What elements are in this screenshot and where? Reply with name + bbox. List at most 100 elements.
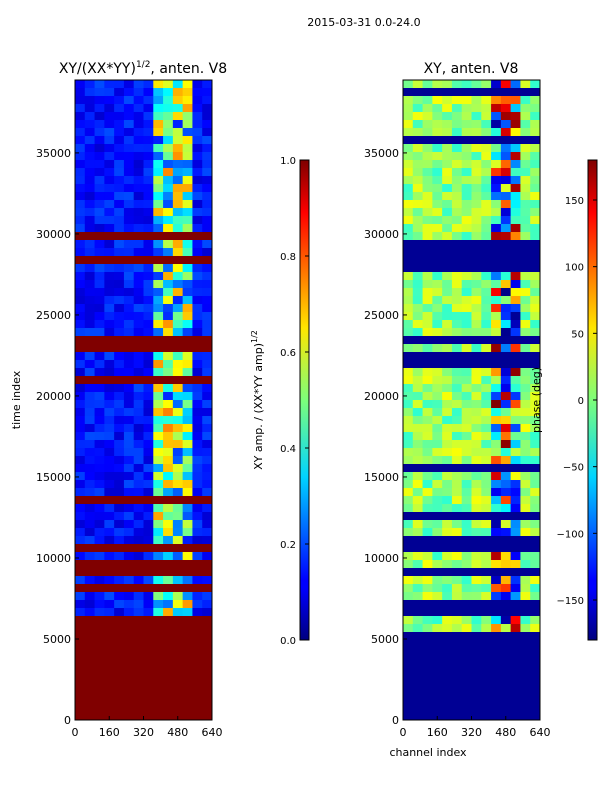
amp-cell: [123, 600, 135, 609]
phase-cell: [442, 176, 453, 185]
amp-cell: [104, 272, 115, 281]
amp-cell: [163, 512, 174, 521]
phase-cell: [403, 504, 414, 513]
phase-cell: [500, 256, 512, 265]
phase-cell: [491, 536, 502, 545]
phase-cell: [412, 296, 424, 305]
amp-cell: [182, 160, 193, 169]
phase-cell: [403, 168, 414, 177]
amp-cell: [143, 584, 154, 593]
amp-colorbar-gradient: [299, 159, 310, 641]
amp-cell: [133, 128, 144, 137]
amp-cell: [133, 680, 144, 689]
phase-cell: [403, 384, 414, 393]
phase-cell: [520, 576, 531, 585]
phase-cell: [432, 664, 443, 673]
phase-cell: [510, 552, 521, 561]
phase-cell: [432, 576, 443, 585]
phase-cell: [530, 296, 541, 305]
phase-cell: [491, 696, 502, 705]
phase-cell: [403, 448, 414, 457]
phase-cell: [481, 120, 492, 129]
y-tick-label: 35000: [364, 147, 399, 160]
phase-cell: [471, 640, 482, 649]
amp-cell: [75, 472, 86, 481]
phase-cell: [500, 456, 512, 465]
phase-cell: [432, 112, 443, 121]
phase-cell: [510, 480, 521, 489]
phase-cell: [530, 664, 541, 673]
phase-cell: [432, 376, 443, 385]
amp-cell: [163, 112, 174, 121]
phase-cell: [491, 680, 502, 689]
phase-cell: [432, 152, 443, 161]
phase-cell: [442, 256, 453, 265]
amp-cell: [123, 128, 135, 137]
amp-cell: [182, 304, 193, 313]
phase-cell: [403, 200, 414, 209]
amp-cell: [94, 128, 105, 137]
amp-cell: [163, 680, 174, 689]
amp-cell: [153, 80, 164, 89]
amp-cell: [153, 568, 164, 577]
phase-cell: [520, 320, 531, 329]
amp-cell: [84, 552, 96, 561]
phase-cell: [461, 496, 472, 505]
phase-cell: [442, 448, 453, 457]
amp-cell: [182, 664, 193, 673]
amp-cell: [75, 304, 86, 313]
amp-cell: [192, 472, 203, 481]
amp-cell: [143, 560, 154, 569]
phase-cell: [481, 472, 492, 481]
amp-cell: [163, 648, 174, 657]
amp-cell: [84, 160, 96, 169]
amp-cell: [133, 96, 144, 105]
amp-cell: [143, 672, 154, 681]
phase-cell: [510, 440, 521, 449]
amp-cell: [202, 400, 213, 409]
phase-cell: [530, 424, 541, 433]
phase-cell: [491, 136, 502, 145]
phase-cell: [461, 688, 472, 697]
amp-cell: [192, 392, 203, 401]
phase-axes: 0 160 320 480 640050001000015000200002500030…: [364, 147, 551, 739]
amp-cell: [192, 288, 203, 297]
phase-cell: [461, 368, 472, 377]
phase-cell: [481, 112, 492, 121]
phase-cell: [520, 176, 531, 185]
phase-cell: [403, 408, 414, 417]
amp-cell: [182, 320, 193, 329]
phase-cell: [412, 272, 424, 281]
phase-cell: [412, 712, 424, 721]
amp-cell: [84, 520, 96, 529]
phase-cell: [491, 352, 502, 361]
phase-cell: [422, 400, 433, 409]
amp-cell: [94, 336, 105, 345]
amp-cell: [172, 152, 184, 161]
phase-cell: [510, 304, 521, 313]
phase-cell: [520, 272, 531, 281]
phase-cell: [471, 320, 482, 329]
phase-cell: [520, 688, 531, 697]
phase-cell: [491, 520, 502, 529]
amp-cell: [114, 200, 125, 209]
phase-cell: [471, 568, 482, 577]
phase-cell: [412, 656, 424, 665]
amp-cell: [153, 472, 164, 481]
amp-cell: [84, 560, 96, 569]
phase-cell: [422, 184, 433, 193]
phase-cell: [500, 360, 512, 369]
phase-cell: [471, 616, 482, 625]
phase-cell: [432, 224, 443, 233]
phase-cell: [461, 96, 472, 105]
phase-cell: [481, 584, 492, 593]
phase-cell: [491, 512, 502, 521]
phase-cell: [451, 136, 463, 145]
amp-cell: [133, 456, 144, 465]
amp-cell: [84, 448, 96, 457]
phase-cell: [412, 480, 424, 489]
amp-cell: [192, 96, 203, 105]
phase-cell: [451, 232, 463, 241]
amp-cell: [104, 680, 115, 689]
amp-cell: [202, 136, 213, 145]
